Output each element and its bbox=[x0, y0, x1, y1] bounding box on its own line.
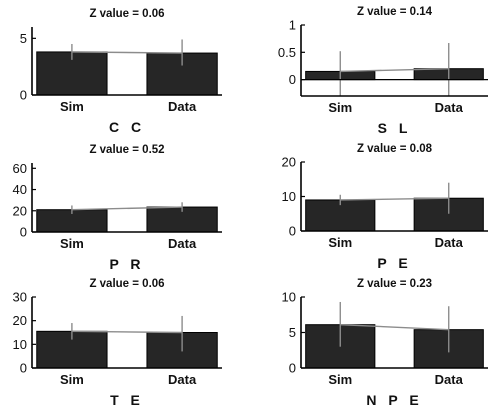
y-tick-label: 5 bbox=[289, 325, 296, 340]
x-axis-label: T E bbox=[110, 392, 144, 408]
chart-title: Z value = 0.23 bbox=[357, 278, 432, 290]
y-tick-label: 20 bbox=[13, 313, 27, 328]
connector-line bbox=[71, 51, 183, 54]
chart-title: Z value = 0.06 bbox=[89, 278, 164, 290]
y-tick-label: 0 bbox=[289, 224, 296, 239]
y-tick-label: 0 bbox=[289, 361, 296, 376]
connector-line bbox=[340, 197, 449, 201]
y-tick-label: 40 bbox=[13, 182, 27, 197]
y-tick-label: 5 bbox=[20, 31, 27, 46]
category-label-data: Data bbox=[435, 100, 464, 115]
category-label-data: Data bbox=[435, 372, 464, 387]
y-tick-label: 20 bbox=[282, 155, 296, 170]
chart-title: Z value = 0.52 bbox=[89, 144, 164, 156]
category-label-sim: Sim bbox=[60, 99, 84, 114]
category-label-data: Data bbox=[168, 99, 197, 114]
y-tick-label: 0.5 bbox=[278, 45, 296, 60]
chart-title: Z value = 0.06 bbox=[89, 8, 164, 20]
connector-line bbox=[71, 206, 183, 211]
y-tick-label: 0 bbox=[20, 361, 27, 376]
category-label-sim: Sim bbox=[60, 236, 84, 251]
panel-npe: Z value = 0.23 0 5 10 Sim Data N P E bbox=[282, 278, 488, 408]
chart-title: Z value = 0.08 bbox=[357, 143, 433, 155]
panel-pr: Z value = 0.52 0 20 40 60 Sim Data P R bbox=[13, 144, 222, 272]
category-label-data: Data bbox=[435, 235, 464, 250]
x-axis-label: C C bbox=[109, 119, 145, 135]
y-tick-label: 0 bbox=[20, 225, 27, 240]
y-tick-label: 10 bbox=[282, 290, 296, 305]
chart-title: Z value = 0.14 bbox=[357, 6, 433, 18]
x-axis-label: P R bbox=[109, 256, 144, 272]
category-label-data: Data bbox=[168, 372, 197, 387]
category-label-data: Data bbox=[168, 236, 197, 251]
panel-cc: Z value = 0.06 0 5 Sim Data C C bbox=[20, 8, 222, 135]
connector-line bbox=[340, 67, 449, 73]
x-axis-label: P E bbox=[377, 255, 411, 271]
y-tick-label: 20 bbox=[13, 203, 27, 218]
y-tick-label: 10 bbox=[282, 189, 296, 204]
category-label-sim: Sim bbox=[60, 372, 84, 387]
connector-line bbox=[71, 330, 183, 334]
y-tick-label: 0 bbox=[20, 88, 27, 103]
connector-line bbox=[340, 323, 449, 331]
y-tick-label: 60 bbox=[13, 161, 27, 176]
category-label-sim: Sim bbox=[328, 372, 352, 387]
y-tick-label: 30 bbox=[13, 290, 27, 305]
panel-pe: Z value = 0.08 0 10 20 Sim Data P E bbox=[282, 143, 488, 271]
y-tick-label: 10 bbox=[13, 337, 27, 352]
panel-sl: Z value = 0.14 0 0.5 1 Sim Data S L bbox=[278, 6, 488, 136]
category-label-sim: Sim bbox=[328, 100, 352, 115]
category-label-sim: Sim bbox=[328, 235, 352, 250]
panel-te: Z value = 0.06 0 10 20 30 Sim Data T E bbox=[13, 278, 222, 408]
x-axis-label: S L bbox=[378, 120, 412, 136]
y-tick-label: 1 bbox=[289, 18, 296, 33]
x-axis-label: N P E bbox=[366, 392, 422, 408]
y-tick-label: 0 bbox=[289, 72, 296, 87]
